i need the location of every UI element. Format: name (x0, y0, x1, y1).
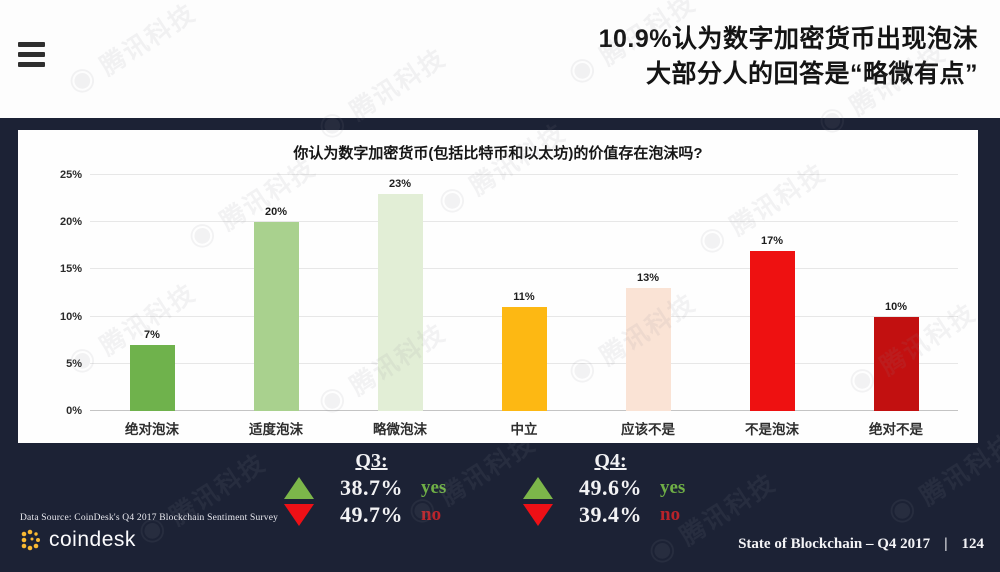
bar-column: 17% (710, 175, 834, 411)
header: 10.9%认为数字加密货币出现泡沫 大部分人的回答是“略微有点” (0, 0, 1000, 118)
y-tick-label: 25% (59, 169, 82, 181)
hamburger-menu-icon[interactable] (18, 42, 45, 67)
bar (253, 222, 299, 411)
category-label: 中立 (510, 422, 538, 437)
q3-yes-value: 38.7% (340, 474, 403, 500)
hamburger-bar (18, 42, 45, 47)
hamburger-bar (18, 62, 45, 67)
bar-column: 20% (214, 175, 338, 411)
category-label: 应该不是 (621, 422, 675, 437)
gridline (90, 174, 958, 175)
q4-no-word: no (660, 503, 681, 525)
y-tick-label: 20% (59, 216, 82, 229)
y-tick-label: 10% (59, 310, 82, 323)
bar-value-label: 7% (144, 328, 160, 341)
bar-column: 7% (90, 175, 214, 411)
gridline (90, 268, 958, 270)
bar (501, 307, 547, 411)
bars-row: 7% 20% 23% 11% 13% 17% 10% (90, 175, 958, 411)
page-number: 124 (961, 536, 985, 552)
footer-divider: | (944, 536, 948, 552)
down-triangle-icon (523, 503, 553, 526)
category-label: 略微泡沫 (373, 422, 427, 437)
category-label: 绝对不是 (869, 422, 923, 437)
q3-no-word: no (421, 503, 442, 525)
up-triangle-icon (284, 476, 314, 499)
y-tick-label: 5% (66, 357, 82, 370)
chart-card: 你认为数字加密货币(包括比特币和以太坊)的价值存在泡沫吗? 0% 5% 10% 15%… (18, 130, 978, 443)
q4-yes-word: yes (660, 476, 686, 498)
data-source-note: Data Source: CoinDesk's Q4 2017 Blockcha… (20, 513, 279, 523)
bar (129, 344, 175, 411)
coindesk-logo: coindesk (20, 528, 136, 552)
bar (873, 316, 919, 411)
q4-no-value: 39.4% (579, 501, 642, 527)
bar-value-label: 11% (513, 291, 535, 304)
bar-value-label: 13% (636, 272, 660, 285)
hamburger-bar (18, 52, 45, 57)
bar-column: 23% (338, 175, 462, 411)
bar-column: 11% (462, 175, 586, 411)
gridline (90, 221, 958, 223)
bar-column: 13% (586, 175, 710, 411)
category-row: 绝对泡沫 适度泡沫 略微泡沫 中立 应该不是 不是泡沫 绝对不是 (90, 418, 958, 438)
report-footer: State of Blockchain – Q4 2017 | 124 (738, 536, 984, 553)
coindesk-wordmark: coindesk (49, 528, 136, 551)
page-title-line1: 10.9%认为数字加密货币出现泡沫 (598, 25, 978, 53)
bar (625, 288, 671, 411)
q3-stats: Q3: 38.7% yes 49.7% no (276, 448, 485, 528)
q4-stats: Q4: 49.6% yes 39.4% no (515, 448, 724, 528)
content-area: 你认为数字加密货币(包括比特币和以太坊)的价值存在泡沫吗? 0% 5% 10% 15%… (0, 118, 1000, 563)
q3-no-value: 49.7% (340, 501, 403, 527)
bar-value-label: 23% (388, 177, 412, 190)
page-title: 10.9%认为数字加密货币出现泡沫 大部分人的回答是“略微有点” (599, 22, 978, 92)
bar-value-label: 17% (760, 234, 784, 247)
bar (377, 193, 423, 411)
bar-column: 10% (834, 175, 958, 411)
plot-area: 0% 5% 10% 15% 20% 25% 7% 20% 23% 11% 13% 17% 10% (60, 169, 958, 417)
page-title-line2: 大部分人的回答是“略微有点” (645, 60, 978, 88)
bar (749, 250, 795, 411)
down-triangle-icon (284, 503, 314, 526)
coindesk-logo-icon (21, 529, 40, 551)
chart-title: 你认为数字加密货币(包括比特币和以太坊)的价值存在泡沫吗? (293, 145, 703, 162)
bar-value-label: 20% (264, 206, 288, 219)
report-title: State of Blockchain – Q4 2017 (738, 536, 931, 552)
category-label: 适度泡沫 (249, 422, 303, 437)
q4-yes-value: 49.6% (579, 474, 642, 500)
bar-value-label: 10% (884, 300, 908, 313)
y-tick-label: 15% (59, 263, 82, 276)
q3-yes-word: yes (421, 476, 447, 498)
category-label: 绝对泡沫 (125, 422, 179, 437)
category-label: 不是泡沫 (745, 422, 799, 437)
q4-label: Q4: (594, 449, 627, 472)
quarter-stats: Q3: 38.7% yes 49.7% no Q4: 49.6% yes 39.… (0, 448, 1000, 528)
up-triangle-icon (523, 476, 553, 499)
y-tick-label: 0% (66, 405, 82, 417)
q3-label: Q3: (355, 449, 388, 472)
